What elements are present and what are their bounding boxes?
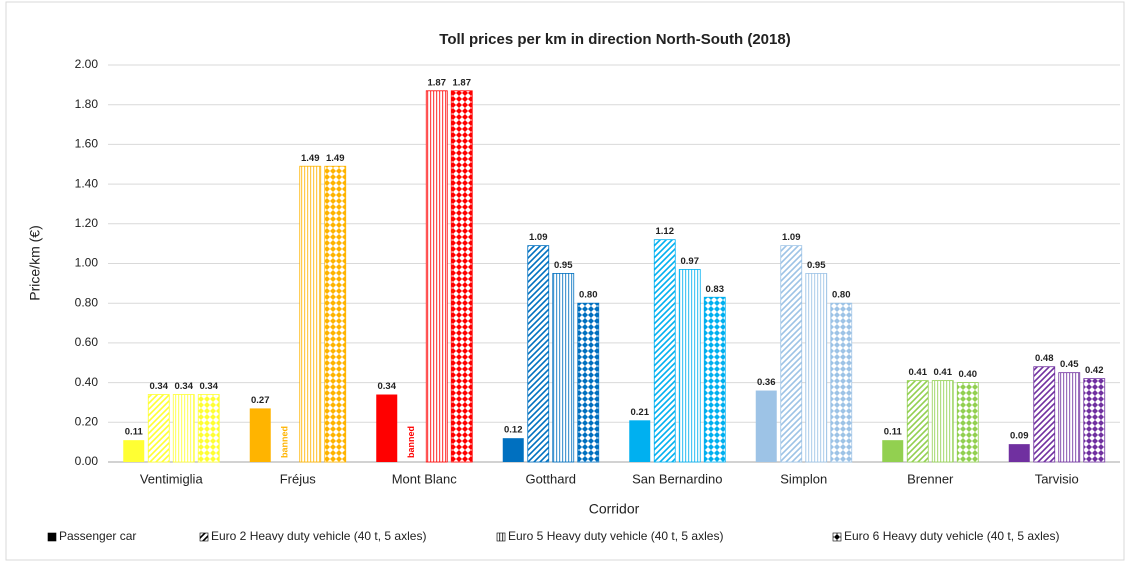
bar — [1008, 444, 1030, 462]
x-axis-label: Corridor — [589, 501, 640, 517]
bar — [376, 394, 398, 462]
value-label: 1.09 — [782, 232, 801, 243]
bar — [882, 440, 904, 462]
bar — [450, 90, 473, 463]
bar — [906, 380, 929, 463]
value-label: 0.83 — [706, 284, 725, 295]
banned-label: banned — [406, 426, 416, 458]
banned-label: banned — [280, 426, 290, 458]
bar — [830, 302, 853, 463]
bar — [172, 394, 195, 463]
x-tick-label: Ventimiglia — [140, 471, 204, 486]
bar — [1058, 372, 1081, 463]
value-label: 0.34 — [150, 381, 169, 392]
bar — [425, 90, 448, 463]
value-label: 1.09 — [529, 232, 548, 243]
y-tick-label: 0.60 — [75, 335, 99, 349]
bar — [324, 165, 347, 463]
value-label: 0.12 — [504, 425, 523, 436]
value-label: 0.45 — [1060, 359, 1079, 370]
bar — [249, 408, 271, 462]
y-tick-label: 1.60 — [75, 137, 99, 151]
legend-swatch — [199, 532, 209, 542]
legend-label: Euro 6 Heavy duty vehicle (40 t, 5 axles… — [844, 529, 1059, 543]
value-label: 0.95 — [554, 260, 573, 271]
value-label: 0.41 — [934, 367, 953, 378]
legend-label: Passenger car — [59, 529, 136, 543]
value-label: 0.11 — [125, 427, 144, 438]
y-tick-label: 1.20 — [75, 216, 99, 230]
bar — [552, 273, 575, 463]
x-tick-label: San Bernardino — [632, 471, 722, 486]
value-label: 0.36 — [757, 377, 776, 388]
value-label: 1.87 — [453, 77, 472, 88]
bar — [527, 245, 550, 463]
bar — [931, 380, 954, 463]
chart-title: Toll prices per km in direction North-So… — [439, 31, 790, 48]
value-label: 0.48 — [1035, 353, 1054, 364]
bar — [703, 296, 726, 463]
bar — [1083, 378, 1106, 463]
bar — [197, 394, 220, 463]
legend-label: Euro 5 Heavy duty vehicle (40 t, 5 axles… — [508, 529, 723, 543]
value-label: 0.80 — [832, 290, 851, 301]
bar — [780, 245, 803, 463]
y-tick-label: 1.00 — [75, 256, 99, 270]
y-tick-label: 1.40 — [75, 176, 99, 190]
bar — [147, 394, 170, 463]
y-tick-label: 0.00 — [75, 454, 99, 468]
y-tick-label: 0.40 — [75, 375, 99, 389]
legend-swatch — [47, 532, 57, 542]
bar — [629, 420, 651, 462]
x-tick-label: Tarvisio — [1035, 471, 1079, 486]
value-label: 0.34 — [200, 381, 219, 392]
bar — [123, 440, 145, 462]
value-label: 1.12 — [656, 226, 675, 237]
bar — [678, 269, 701, 463]
bar — [805, 273, 828, 463]
x-tick-label: Simplon — [780, 471, 827, 486]
value-label: 0.95 — [807, 260, 826, 271]
y-tick-label: 2.00 — [75, 57, 99, 71]
x-tick-label: Mont Blanc — [392, 471, 458, 486]
y-tick-label: 0.20 — [75, 414, 99, 428]
value-label: 0.34 — [175, 381, 194, 392]
value-label: 0.21 — [631, 407, 650, 418]
x-tick-label: Gotthard — [525, 471, 576, 486]
value-label: 0.11 — [884, 427, 903, 438]
x-tick-label: Fréjus — [280, 471, 317, 486]
bar — [956, 382, 979, 463]
y-axis-label: Price/km (€) — [27, 225, 43, 300]
legend-label: Euro 2 Heavy duty vehicle (40 t, 5 axles… — [211, 529, 426, 543]
bar — [299, 165, 322, 463]
value-label: 0.42 — [1085, 365, 1104, 376]
frame — [5, 1, 1125, 561]
bar — [1033, 366, 1056, 463]
legend-swatch — [832, 532, 842, 542]
bar — [502, 438, 524, 462]
value-label: 1.49 — [326, 153, 345, 164]
value-label: 0.41 — [909, 367, 928, 378]
value-label: 0.34 — [378, 381, 397, 392]
value-label: 0.97 — [681, 256, 700, 267]
bar — [577, 302, 600, 463]
y-tick-label: 1.80 — [75, 97, 99, 111]
x-tick-label: Brenner — [907, 471, 954, 486]
value-label: 1.87 — [428, 77, 447, 88]
value-label: 0.80 — [579, 290, 598, 301]
value-label: 0.27 — [251, 395, 270, 406]
legend-swatch — [496, 532, 506, 542]
value-label: 0.09 — [1010, 431, 1029, 442]
value-label: 1.49 — [301, 153, 320, 164]
y-tick-label: 0.80 — [75, 295, 99, 309]
bar — [755, 390, 777, 462]
value-label: 0.40 — [959, 369, 978, 380]
bar — [653, 239, 676, 463]
